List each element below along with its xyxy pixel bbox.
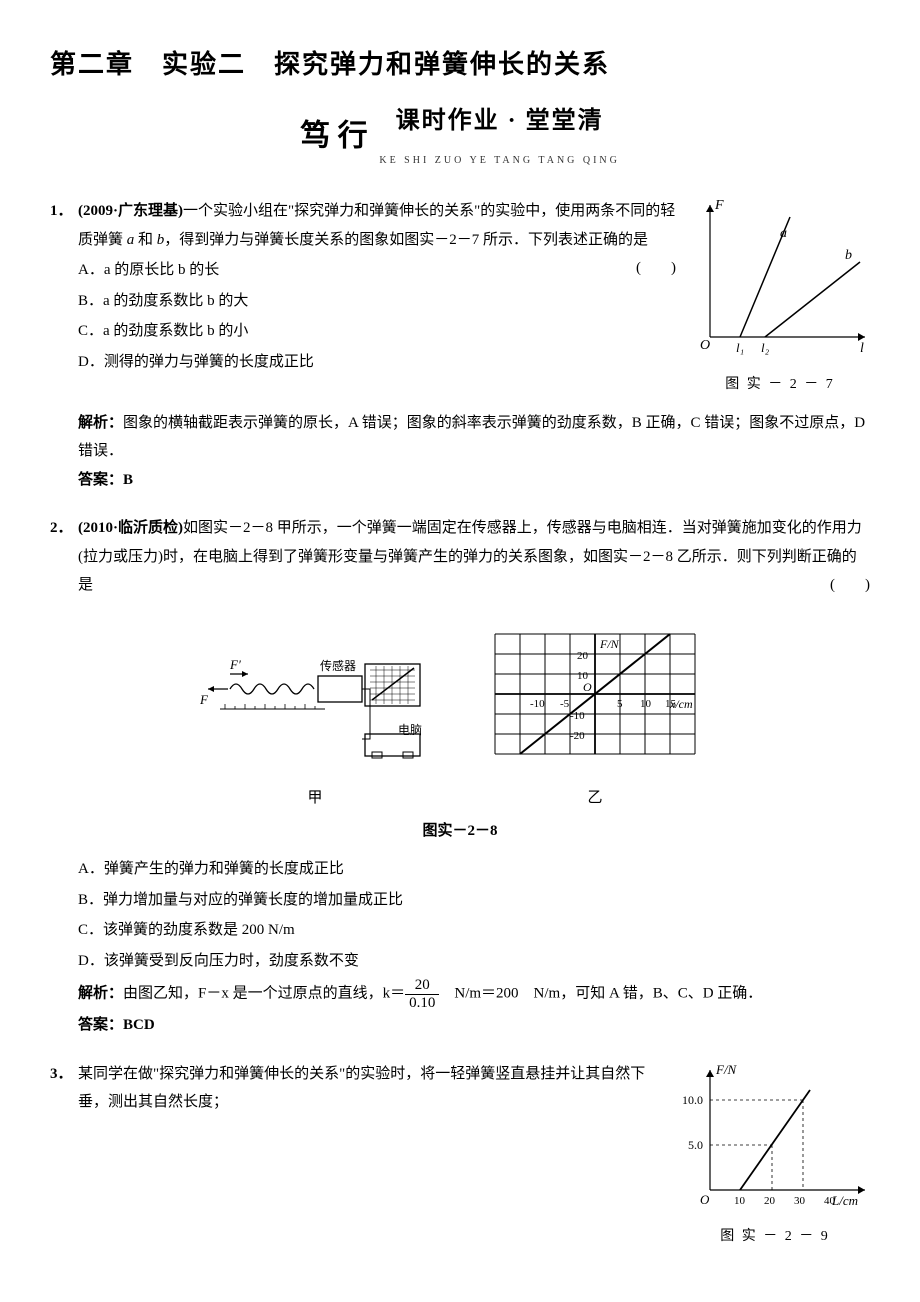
fig-left-label: 甲 [200,784,430,813]
svg-text:5: 5 [617,698,623,710]
svg-text:l₂: l₂ [761,340,770,355]
svg-text:F/N: F/N [599,637,620,651]
question-1: O F l l₁ l₂ a b 图 实 － 2 － 7 1． (2009·广东理… [50,197,870,494]
svg-text:20: 20 [764,1195,776,1207]
svg-text:O: O [700,1192,710,1207]
q2-analysis-label: 解析： [78,986,123,1002]
q1-answer-label: 答案： [78,472,123,488]
q2-opt-d: D．该弹簧受到反向压力时，劲度系数不变 [78,947,870,976]
q1-paren: ( ) [636,254,676,283]
q2-opt-b: B．弹力增加量与对应的弹簧长度的增加量成正比 [78,886,870,915]
svg-text:O: O [700,338,710,353]
fig-2-8-caption: 图实－2－8 [50,817,870,846]
svg-text:-10: -10 [570,710,585,722]
svg-text:10: 10 [734,1195,746,1207]
q3-stem: 某同学在做"探究弹力和弹簧伸长的关系"的实验时，将一轻弹簧竖直悬挂并让其自然下垂… [78,1066,645,1111]
q2-analysis-b: N/m＝200 N/m，可知 A 错，B、C、D 正确． [439,986,762,1002]
svg-text:30: 30 [794,1195,806,1207]
svg-text:l: l [860,341,864,356]
fig-2-7-caption: 图 实 － 2 － 7 [690,372,870,399]
svg-text:F: F [200,692,209,707]
q2-frac: 200.10 [405,977,439,1011]
banner: 笃 行 课时作业 · 堂堂清 KE SHI ZUO YE TANG TANG Q… [50,99,870,173]
fig-2-9-caption: 图 实 － 2 － 9 [680,1224,870,1251]
fig-2-8-right: F/N x/cm 20 10 -10 -20 -10 -5 5 10 15 O … [470,614,720,813]
q2-answer: BCD [123,1017,155,1033]
svg-text:传感器: 传感器 [320,658,356,673]
fig-right-label: 乙 [470,784,720,813]
q1-stem-c: ，得到弹力与弹簧长度关系的图象如图实－2－7 所示．下列表述正确的是 [164,232,648,248]
q2-analysis-a: 由图乙知，F－x 是一个过原点的直线，k＝ [123,986,405,1002]
banner-main: 课时作业 · 堂堂清 [396,108,604,134]
question-2: 2． (2010·临沂质检)如图实－2－8 甲所示，一个弹簧一端固定在传感器上，… [50,514,870,1040]
svg-text:10: 10 [640,698,652,710]
q1-stem-b: 和 [134,232,157,248]
q1-answer: B [123,472,133,488]
q3-number: 3． [50,1060,73,1089]
q1-source: (2009·广东理基) [78,203,183,219]
q2-opt-c: C．该弹簧的劲度系数是 200 N/m [78,916,870,945]
svg-text:-10: -10 [530,698,545,710]
svg-text:F′: F′ [229,657,241,672]
svg-text:15: 15 [665,698,677,710]
svg-text:5.0: 5.0 [688,1138,703,1152]
svg-text:L/cm: L/cm [831,1193,858,1208]
q1-analysis-label: 解析： [78,415,123,431]
svg-text:-20: -20 [570,730,585,742]
q2-number: 2． [50,514,73,543]
svg-text:-5: -5 [560,698,570,710]
q1-analysis: 图象的横轴截距表示弹簧的原长，A 错误；图象的斜率表示弹簧的劲度系数，B 正确，… [78,415,865,460]
q2-answer-label: 答案： [78,1017,123,1033]
q2-stem: 如图实－2－8 甲所示，一个弹簧一端固定在传感器上，传感器与电脑相连．当对弹簧施… [78,520,862,593]
chapter-title: 第二章 实验二 探究弹力和弹簧伸长的关系 [50,40,870,89]
figure-2-8: F F′ 传感器 [50,614,870,813]
fig-2-8-left: F F′ 传感器 [200,634,430,813]
q1-number: 1． [50,197,73,226]
svg-text:20: 20 [577,650,589,662]
svg-text:l₁: l₁ [736,340,744,355]
svg-text:O: O [583,680,592,694]
q2-paren: ( ) [830,571,870,600]
banner-calligraphy: 笃 行 [300,120,368,153]
question-3: F/N L/cm 10.0 5.0 O 10 20 30 40 图 实 － 2 … [50,1060,870,1261]
banner-pinyin: KE SHI ZUO YE TANG TANG QING [379,155,620,166]
q2-source: (2010·临沂质检) [78,520,183,536]
svg-text:40: 40 [824,1195,836,1207]
svg-text:电脑: 电脑 [398,723,422,737]
q2-opt-a: A．弹簧产生的弹力和弹簧的长度成正比 [78,855,870,884]
